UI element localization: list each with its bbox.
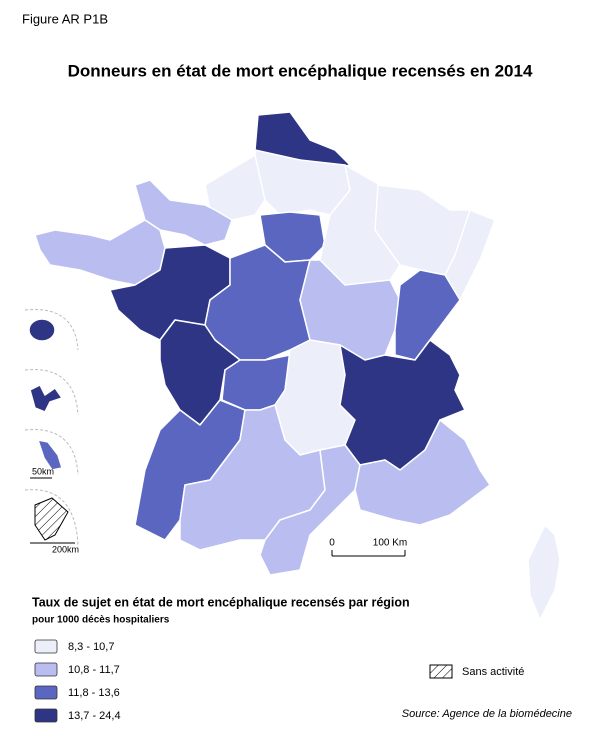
- inset-region: [37, 439, 63, 471]
- inset-scale-label: 50km: [32, 466, 54, 476]
- inset-scale-label: 200km: [52, 544, 79, 554]
- inset-frame: [24, 369, 79, 416]
- legend-swatch: [34, 639, 58, 654]
- region: [34, 219, 166, 286]
- scale-bar: [331, 550, 406, 557]
- legend-label: 11,8 - 13,6: [68, 687, 120, 699]
- no-activity-swatch: [429, 664, 453, 679]
- map: [34, 111, 561, 621]
- legend: 8,3 - 10,7 10,8 - 11,7 11,8 - 13,6 13,7 - 2…: [34, 639, 121, 723]
- inset-region: [34, 497, 69, 541]
- legend-swatch: [34, 685, 58, 700]
- no-activity-label: Sans activité: [462, 666, 524, 678]
- legend-label: 8,3 - 10,7: [68, 641, 114, 653]
- legend-label: 13,7 - 24,4: [68, 710, 121, 722]
- region: [527, 524, 561, 621]
- insets: [24, 309, 79, 546]
- region: [299, 259, 401, 361]
- title: Donneurs en état de mort encéphalique re…: [68, 61, 533, 80]
- inset-region: [29, 384, 63, 413]
- region: [354, 419, 491, 526]
- source: Source: Agence de la biomédecine: [402, 708, 572, 720]
- legend-title: Taux de sujet en état de mort encéphaliq…: [32, 595, 410, 609]
- inset-region: [28, 318, 56, 342]
- scale-label: 100 Km: [373, 538, 407, 549]
- region: [394, 269, 461, 361]
- legend-swatch: [34, 708, 58, 723]
- legend-label: 10,8 - 11,7: [68, 664, 120, 676]
- region: [204, 244, 311, 361]
- scale-label: 0: [329, 538, 335, 549]
- region: [159, 319, 241, 426]
- figure-label: Figure AR P1B: [22, 11, 108, 26]
- inset-frame: [24, 489, 79, 546]
- inset-frame: [24, 429, 79, 476]
- legend-swatch: [34, 662, 58, 677]
- legend-subtitle: pour 1000 décès hospitaliers: [32, 615, 170, 626]
